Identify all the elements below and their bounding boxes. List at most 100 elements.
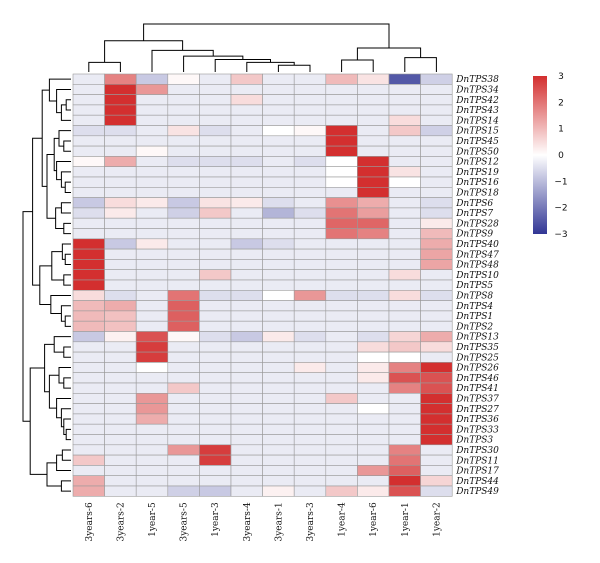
- heatmap-cell: [325, 259, 358, 270]
- heatmap-cell: [167, 114, 200, 126]
- heatmap-cell: [420, 207, 453, 219]
- heatmap-cell: [388, 104, 421, 116]
- heatmap-cell: [420, 423, 453, 435]
- heatmap-cell: [72, 176, 105, 188]
- dendrogram-branch: [61, 449, 71, 461]
- heatmap-cells: [72, 73, 453, 497]
- heatmap-cell: [262, 114, 295, 126]
- heatmap-cell: [388, 331, 421, 343]
- heatmap-cell: [325, 269, 358, 281]
- heatmap-cell: [293, 269, 327, 281]
- colorbar-tick-label: 3: [558, 72, 564, 82]
- heatmap-cell: [293, 465, 327, 476]
- heatmap-cell: [199, 176, 232, 188]
- heatmap-cell: [104, 259, 137, 270]
- heatmap-cell: [135, 372, 169, 384]
- heatmap-cell: [230, 454, 263, 466]
- heatmap-cell: [167, 238, 200, 250]
- heatmap-cell: [167, 94, 200, 106]
- heatmap-cell: [293, 475, 327, 487]
- heatmap-cell: [325, 228, 358, 240]
- heatmap-cell: [72, 362, 105, 373]
- heatmap-cell: [420, 217, 453, 229]
- heatmap-cell: [72, 166, 105, 178]
- heatmap-cell: [388, 485, 421, 497]
- heatmap-cell: [357, 413, 390, 425]
- heatmap-cell: [230, 444, 263, 456]
- row-label: DnTPS9: [455, 230, 493, 240]
- heatmap-cell: [293, 372, 327, 384]
- heatmap-cell: [388, 228, 421, 240]
- heatmap-cell: [72, 289, 105, 301]
- heatmap-cell: [293, 104, 327, 116]
- heatmap-cell: [167, 104, 200, 116]
- heatmap-cell: [230, 279, 263, 291]
- heatmap-cell: [357, 475, 390, 487]
- heatmap-cell: [388, 382, 421, 394]
- heatmap-cell: [104, 423, 137, 435]
- dendrogram-branch: [64, 181, 71, 193]
- row-label: DnTPS44: [455, 477, 499, 487]
- heatmap-cell: [325, 423, 358, 435]
- heatmap-cell: [420, 279, 453, 291]
- heatmap-cell: [325, 197, 358, 209]
- heatmap-cell: [199, 187, 232, 198]
- heatmap-cell: [293, 341, 327, 353]
- heatmap-cell: [72, 197, 105, 209]
- heatmap-cell: [420, 176, 453, 188]
- heatmap-cell: [104, 392, 137, 404]
- heatmap-cell: [357, 289, 390, 301]
- heatmap-cell: [72, 372, 105, 384]
- heatmap-cell: [388, 465, 421, 476]
- heatmap-cell: [388, 248, 421, 260]
- heatmap-cell: [262, 351, 295, 363]
- heatmap-cell: [325, 156, 358, 167]
- colorbar-tick-label: 2: [558, 98, 564, 108]
- row-label: DnTPS19: [455, 168, 499, 178]
- heatmap-cell: [230, 207, 263, 219]
- heatmap-cell: [357, 351, 390, 363]
- heatmap-cell: [72, 238, 105, 250]
- heatmap-cell: [199, 372, 232, 384]
- heatmap-cell: [104, 166, 137, 178]
- row-label: DnTPS28: [455, 219, 499, 229]
- row-label: DnTPS34: [455, 85, 499, 95]
- heatmap-cell: [72, 310, 105, 322]
- heatmap-cell: [420, 454, 453, 466]
- heatmap-cell: [325, 238, 358, 250]
- heatmap-cell: [135, 331, 169, 343]
- heatmap-cell: [230, 320, 263, 332]
- heatmap-cell: [262, 135, 295, 147]
- heatmap-cell: [388, 423, 421, 435]
- heatmap-cell: [230, 248, 263, 260]
- column-label: 3years-5: [180, 502, 190, 541]
- heatmap-cell: [167, 331, 200, 343]
- heatmap-cell: [167, 362, 200, 373]
- heatmap-cell: [72, 269, 105, 281]
- row-label: DnTPS33: [455, 425, 499, 435]
- heatmap-cell: [199, 289, 232, 301]
- heatmap-cell: [72, 187, 105, 198]
- heatmap-cell: [104, 156, 137, 167]
- heatmap-cell: [293, 114, 327, 126]
- heatmap-cell: [388, 125, 421, 137]
- heatmap-cell: [420, 485, 453, 497]
- heatmap-cell: [262, 259, 295, 270]
- dendrogram-branch: [32, 137, 43, 286]
- heatmap-cell: [167, 372, 200, 384]
- heatmap-cell: [357, 454, 390, 466]
- heatmap-cell: [199, 392, 232, 404]
- heatmap-cell: [104, 372, 137, 384]
- heatmap-cell: [293, 289, 327, 301]
- heatmap-cell: [72, 248, 105, 260]
- heatmap-cell: [388, 197, 421, 209]
- heatmap-cell: [388, 444, 421, 456]
- heatmap-cell: [199, 145, 232, 157]
- heatmap-cell: [230, 259, 263, 270]
- heatmap-cell: [262, 228, 295, 240]
- heatmap-cell: [357, 104, 390, 116]
- heatmap-cell: [199, 310, 232, 322]
- row-label: DnTPS25: [455, 353, 499, 363]
- heatmap-cell: [135, 362, 169, 373]
